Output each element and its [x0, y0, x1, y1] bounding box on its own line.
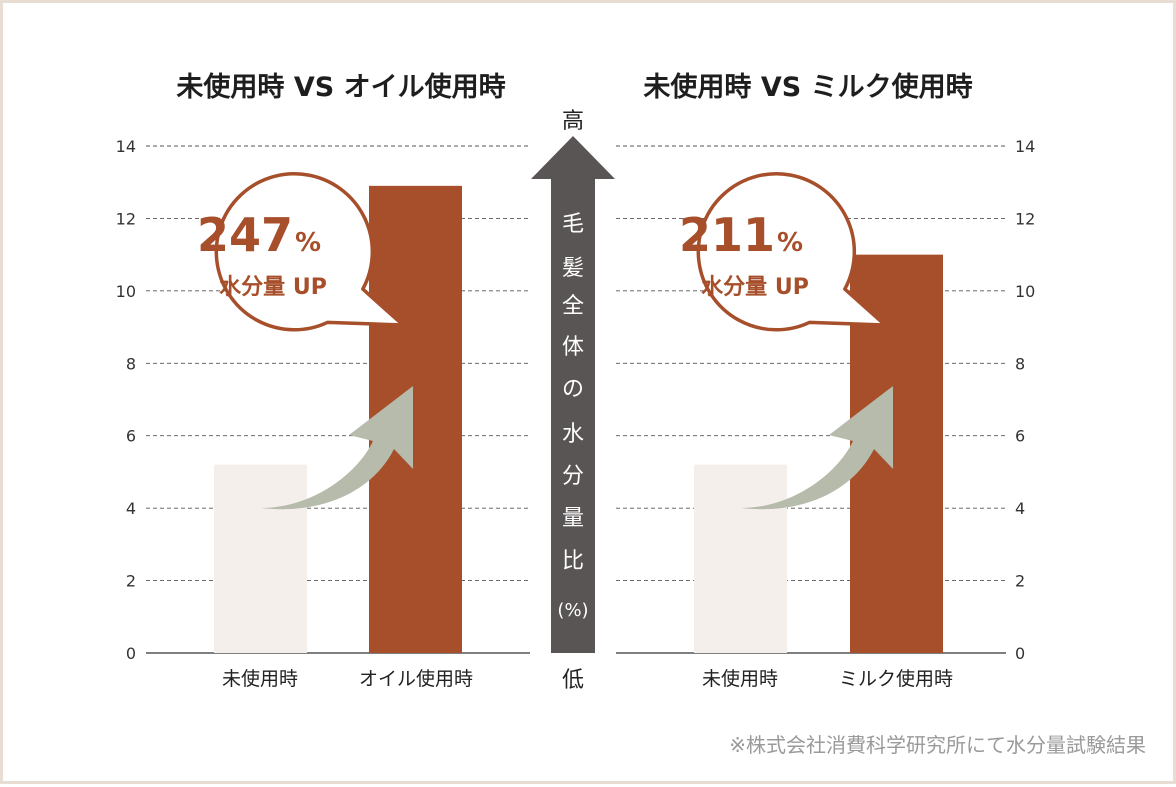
left-callout-bubble: 247% 水分量 UP	[197, 172, 405, 332]
left-y-tick-labels: 0 2 4 6 8 10 12 14	[116, 137, 136, 663]
left-y-tick-label: 0	[126, 644, 136, 663]
right-callout-bubble: 211% 水分量 UP	[679, 172, 887, 332]
center-up-arrow-icon	[531, 136, 615, 653]
chart-canvas: 未使用時 VS オイル使用時 未使用時 VS ミルク使用時 0 2 4 6 8 10 12 1…	[116, 72, 1146, 757]
right-category-label-2: ミルク使用時	[839, 668, 953, 690]
bars	[214, 185, 943, 654]
axis-unit: (%)	[557, 600, 588, 621]
left-category-label-1: 未使用時	[222, 668, 298, 690]
left-chart-title: 未使用時 VS オイル使用時	[176, 72, 505, 103]
right-callout-percent: 211%	[679, 208, 803, 262]
axis-char: 髪	[562, 256, 584, 281]
left-y-tick-label: 8	[126, 354, 136, 373]
right-y-tick-label: 8	[1015, 354, 1025, 373]
left-y-tick-label: 6	[126, 427, 136, 446]
right-bar-before	[694, 464, 787, 653]
right-y-tick-label: 2	[1015, 572, 1025, 591]
right-y-tick-label: 6	[1015, 427, 1025, 446]
axis-char: 全	[562, 294, 584, 319]
left-growth-arrow-icon	[261, 386, 413, 510]
left-y-tick-label: 2	[126, 572, 136, 591]
axis-char: 比	[562, 549, 584, 574]
right-y-tick-label: 0	[1015, 644, 1025, 663]
right-y-tick-label: 14	[1015, 137, 1035, 156]
right-category-label-1: 未使用時	[702, 668, 778, 690]
left-y-tick-label: 14	[116, 137, 136, 156]
left-bar-before	[214, 464, 307, 653]
left-y-tick-label: 12	[116, 209, 136, 228]
axis-high-label: 高	[562, 109, 584, 134]
right-y-tick-label: 12	[1015, 209, 1035, 228]
footnote: ※株式会社消費科学研究所にて水分量試験結果	[729, 733, 1146, 757]
axis-char: 水	[562, 422, 584, 447]
right-growth-arrow-icon	[741, 386, 893, 510]
center-axis-vertical-label: 毛 髪 全 体 の 水 分 量 比 (%)	[557, 212, 588, 621]
axis-char: 量	[562, 506, 584, 531]
axis-char: の	[562, 377, 584, 402]
right-y-tick-label: 4	[1015, 499, 1025, 518]
right-chart-title: 未使用時 VS ミルク使用時	[643, 72, 972, 103]
left-callout-label: 水分量 UP	[219, 275, 327, 300]
left-category-label-2: オイル使用時	[359, 668, 473, 690]
left-y-tick-label: 4	[126, 499, 136, 518]
left-callout-percent: 247%	[197, 208, 321, 262]
left-y-tick-label: 10	[116, 282, 136, 301]
right-callout-label: 水分量 UP	[701, 275, 809, 300]
right-y-tick-label: 10	[1015, 282, 1035, 301]
axis-char: 毛	[562, 212, 584, 237]
axis-char: 体	[562, 335, 584, 360]
right-y-tick-labels: 0 2 4 6 8 10 12 14	[1015, 137, 1035, 663]
axis-char: 分	[562, 464, 584, 489]
axis-low-label: 低	[562, 668, 584, 693]
